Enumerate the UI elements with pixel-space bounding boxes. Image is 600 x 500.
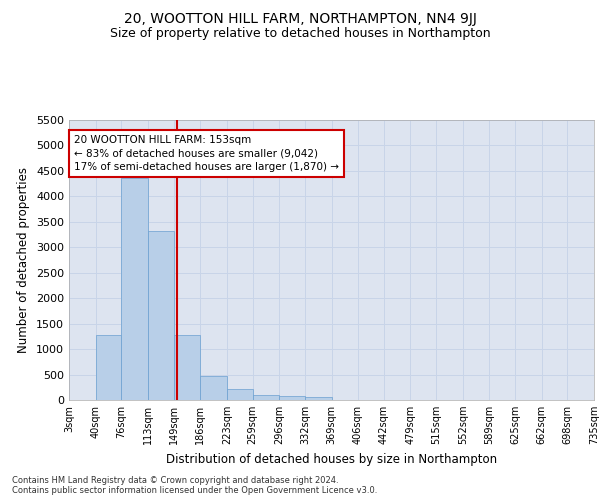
Bar — [95, 336, 121, 400]
Bar — [121, 178, 148, 400]
Bar — [227, 389, 253, 400]
Y-axis label: Number of detached properties: Number of detached properties — [17, 167, 31, 353]
Bar — [174, 336, 200, 400]
Bar — [148, 232, 174, 400]
Text: Size of property relative to detached houses in Northampton: Size of property relative to detached ho… — [110, 28, 490, 40]
Text: 20 WOOTTON HILL FARM: 153sqm
← 83% of detached houses are smaller (9,042)
17% of: 20 WOOTTON HILL FARM: 153sqm ← 83% of de… — [74, 136, 339, 172]
Bar — [253, 396, 279, 400]
Text: Contains HM Land Registry data © Crown copyright and database right 2024.
Contai: Contains HM Land Registry data © Crown c… — [12, 476, 377, 495]
Bar — [200, 376, 227, 400]
Text: 20, WOOTTON HILL FARM, NORTHAMPTON, NN4 9JJ: 20, WOOTTON HILL FARM, NORTHAMPTON, NN4 … — [124, 12, 476, 26]
X-axis label: Distribution of detached houses by size in Northampton: Distribution of detached houses by size … — [166, 452, 497, 466]
Bar — [305, 397, 331, 400]
Bar — [279, 396, 305, 400]
